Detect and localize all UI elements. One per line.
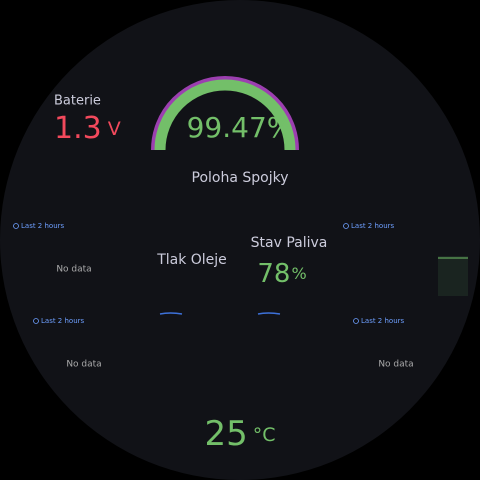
no-data: No data [66,360,101,370]
temperature-number: 25 [204,414,247,454]
battery-value: 1.3 V [54,111,121,146]
temperature-unit: °C [253,424,276,446]
no-data: No data [56,265,91,275]
fuel-number: 78 [257,259,290,289]
fuel-gauge-edge [257,312,281,315]
clutch-title: Poloha Spojky [192,170,289,186]
clock-icon [353,318,359,324]
temperature-value: 25 °C [204,414,275,454]
time-range: Last 2 hours [351,222,395,230]
fuel-value: 78% [257,259,306,289]
no-data: No data [378,360,413,370]
battery-unit: V [108,118,121,140]
clock-icon [33,318,39,324]
fuel-unit: % [291,264,306,283]
sparkline-area [438,256,468,296]
gauge-arc [154,79,296,151]
clock-icon [13,223,19,229]
time-range: Last 2 hours [361,317,405,325]
clutch-value: 99.47% [187,111,294,144]
clock-icon [343,223,349,229]
battery-number: 1.3 [54,111,102,146]
oil-gauge-edge [159,312,183,315]
gauge-threshold [151,76,299,151]
time-range: Last 2 hours [21,222,65,230]
oil-title: Tlak Oleje [156,252,227,268]
time-ranges: Last 2 hours Last 2 hours Last 2 hours L… [13,222,405,325]
fuel-title: Stav Paliva [251,235,328,251]
time-range: Last 2 hours [41,317,85,325]
battery-title: Baterie [54,94,101,109]
